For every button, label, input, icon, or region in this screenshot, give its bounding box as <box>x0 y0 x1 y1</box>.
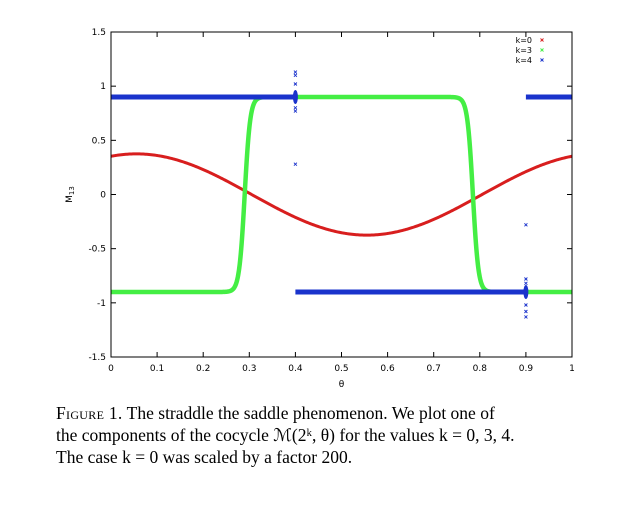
series-k4-point <box>293 73 298 78</box>
plot-frame <box>110 31 573 358</box>
series-k4-point <box>524 315 528 319</box>
caption-line-2: the components of the cocycle ℳ(2ᵏ, θ) f… <box>56 425 515 445</box>
y-tick-label: -1.5 <box>88 353 106 363</box>
series-layer <box>109 70 574 319</box>
y-axis-label-sub: 13 <box>68 186 76 195</box>
series-k4-point <box>293 162 298 166</box>
series-k3-line <box>109 94 574 295</box>
x-tick-label: 0.7 <box>427 364 441 374</box>
y-tick-label: 0.5 <box>92 136 106 146</box>
chart: 0 0.1 0.2 0.3 0.4 0.5 0.6 0.7 0.8 0.9 1 -1.5 -1 -0.5 0… <box>65 28 575 390</box>
x-tick-label: 0.4 <box>288 364 303 374</box>
legend-label: k=0 <box>516 36 532 45</box>
figure: 0 0.1 0.2 0.3 0.4 0.5 0.6 0.7 0.8 0.9 1 -1.5 -1 -0.5 0… <box>65 28 575 390</box>
series-k4-point <box>293 82 298 86</box>
x-tick-label: 0.2 <box>196 364 210 374</box>
x-tick-label: 1 <box>569 364 575 374</box>
x-tick-label: 0.6 <box>380 364 395 374</box>
x-tick-label: 0.5 <box>334 364 348 374</box>
x-tick-label: 0.3 <box>242 364 256 374</box>
caption-label: Figure 1. <box>56 403 123 423</box>
series-k4-point <box>293 70 298 74</box>
y-tick-label: 1 <box>100 82 106 92</box>
series-k4-point <box>524 277 528 281</box>
series-k4-point <box>293 106 298 110</box>
series-k4-point <box>524 223 528 227</box>
legend-marker <box>540 58 544 62</box>
ticks-layer: 0 0.1 0.2 0.3 0.4 0.5 0.6 0.7 0.8 0.9 1 -1.5 -1 -0.5 0… <box>88 28 574 374</box>
y-tick-label: -1 <box>97 299 106 309</box>
series-k4-point <box>293 109 298 113</box>
x-tick-label: 0.1 <box>150 364 164 374</box>
legend-label: k=3 <box>516 46 532 55</box>
y-tick-label: 0 <box>100 191 106 201</box>
series-k0-line <box>110 152 573 237</box>
caption-text-1: The straddle the saddle phenomenon. We p… <box>126 403 495 423</box>
series-k4-point <box>524 281 528 286</box>
legend-label: k=4 <box>516 56 532 65</box>
series-k4-cluster <box>292 90 298 104</box>
y-axis-label-main: M <box>65 195 75 203</box>
x-tick-label: 0.9 <box>519 364 534 374</box>
y-axis-label: M13 <box>65 186 76 203</box>
x-axis-label: θ <box>339 380 345 390</box>
legend: k=0k=3k=4 <box>516 36 544 65</box>
figure-caption: Figure 1. The straddle the saddle phenom… <box>56 402 636 468</box>
caption-line-1: Figure 1. The straddle the saddle phenom… <box>56 402 636 424</box>
series-k4-point <box>524 303 528 307</box>
legend-marker <box>540 48 544 52</box>
caption-line-3: The case k = 0 was scaled by a factor 20… <box>56 447 353 467</box>
series-k4-point <box>524 309 528 314</box>
series-k4-cluster <box>523 285 529 299</box>
legend-marker <box>540 38 544 42</box>
y-tick-label: 1.5 <box>92 28 106 38</box>
x-tick-label: 0 <box>108 364 114 374</box>
y-tick-label: -0.5 <box>88 245 106 255</box>
x-tick-label: 0.8 <box>473 364 488 374</box>
